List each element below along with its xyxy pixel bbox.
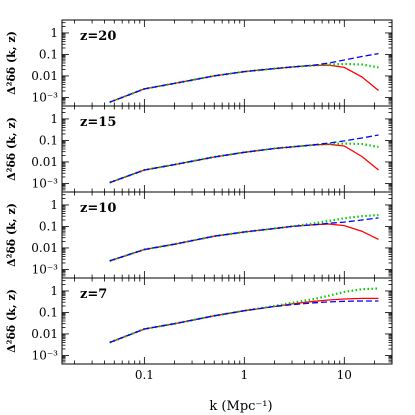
y-axis-label: Δ²δδ (k, z) [5, 203, 18, 267]
series-line-solid [109, 223, 379, 262]
y-tick-label: 0.01 [31, 69, 58, 83]
series-line-dashed [109, 300, 379, 344]
panel: 1 0.1 0.01 10⁻³ z=15 Δ²δδ (k, z) [5, 105, 393, 193]
y-tick-label: 10⁻³ [32, 90, 59, 104]
y-tick-label: 1 [50, 198, 58, 212]
y-tick-label: 0.01 [31, 327, 58, 341]
y-tick-label: 1 [50, 26, 58, 40]
y-tick-label: 10⁻³ [32, 176, 59, 190]
y-tick-label: 0.1 [39, 305, 58, 319]
y-axis-label: Δ²δδ (k, z) [5, 31, 18, 95]
y-tick-label: 10⁻³ [32, 262, 59, 276]
series-line-dotted [109, 213, 379, 262]
panel-label: z=20 [80, 29, 116, 44]
y-tick-label: 0.01 [31, 241, 58, 255]
y-tick-label: 1 [50, 284, 58, 298]
panel: 1 0.1 0.01 10⁻³ 0.1 1 10 z=7 Δ²δδ (k, z) [5, 277, 393, 382]
panel-label: z=10 [80, 201, 116, 216]
x-axis-label: k (Mpc⁻¹) [209, 399, 272, 414]
series-line-dotted [109, 142, 379, 184]
series-line-dotted [109, 62, 379, 104]
series-line-dotted [109, 287, 379, 344]
series-line-dashed [109, 52, 379, 103]
x-tick-label: 1 [241, 368, 249, 382]
series-line-solid [109, 297, 379, 344]
series-line-dashed [109, 134, 379, 184]
series-line-solid [109, 64, 379, 103]
y-tick-label: 0.1 [39, 133, 58, 147]
panel-label: z=15 [80, 115, 116, 130]
panel-frame [61, 277, 393, 365]
y-tick-label: 0.01 [31, 155, 58, 169]
panel-label: z=7 [80, 287, 107, 302]
y-axis-label: Δ²δδ (k, z) [5, 117, 18, 181]
x-tick-label: 0.1 [135, 368, 154, 382]
series-line-solid [109, 143, 379, 184]
y-tick-label: 10⁻³ [32, 348, 59, 362]
y-tick-label: 1 [50, 112, 58, 126]
y-axis-label: Δ²δδ (k, z) [5, 289, 18, 353]
panel: 1 0.1 0.01 10⁻³ z=20 Δ²δδ (k, z) [5, 19, 393, 107]
x-tick-label: 10 [337, 368, 352, 382]
y-tick-label: 0.1 [39, 219, 58, 233]
y-tick-label: 0.1 [39, 47, 58, 61]
panels: 1 0.1 0.01 10⁻³ z=20 Δ²δδ (k, z) 1 0.1 0.01 10⁻³ z… [5, 19, 393, 382]
panel: 1 0.1 0.01 10⁻³ z=10 Δ²δδ (k, z) [5, 191, 393, 279]
